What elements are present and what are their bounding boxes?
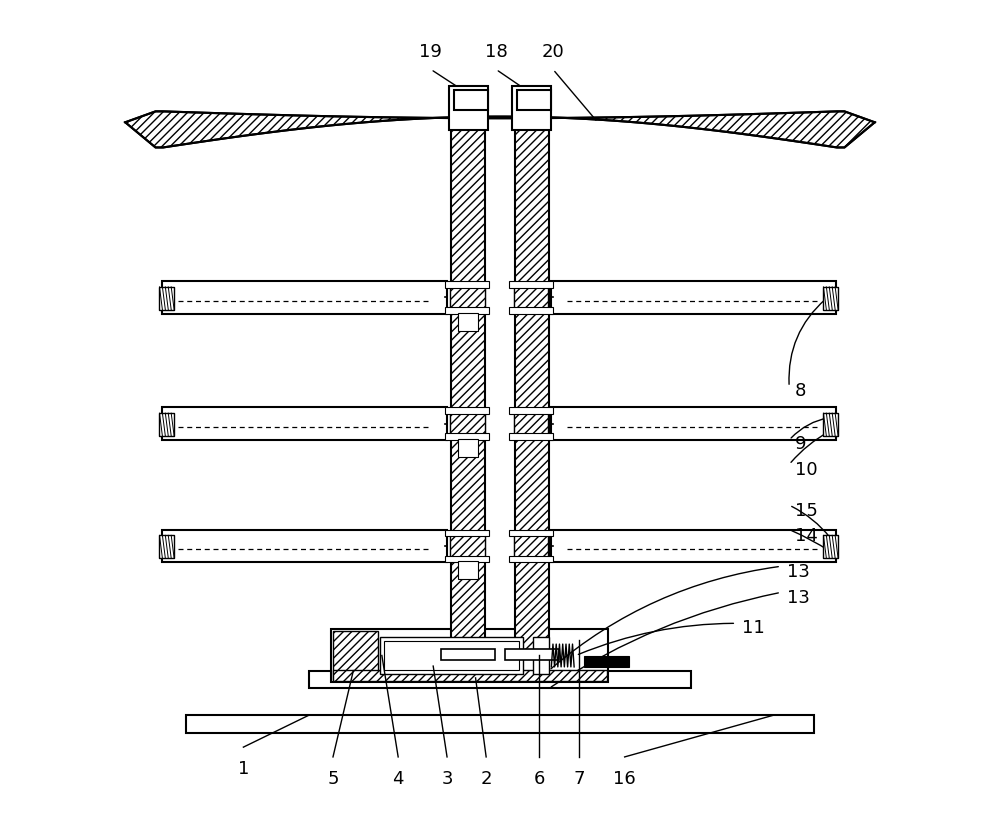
Bar	[509, 407, 553, 414]
Bar	[331, 629, 608, 682]
Text: 8: 8	[795, 382, 806, 400]
Bar	[509, 556, 553, 562]
Bar	[445, 281, 489, 288]
Text: 14: 14	[795, 528, 818, 545]
Bar	[551, 530, 836, 562]
Text: 15: 15	[795, 502, 818, 520]
Bar	[186, 715, 814, 733]
Bar	[505, 649, 559, 660]
Bar	[515, 123, 549, 652]
Text: 18: 18	[485, 43, 507, 61]
Bar	[445, 434, 489, 440]
Text: 1: 1	[238, 760, 249, 779]
Text: 5: 5	[327, 770, 339, 788]
Polygon shape	[125, 111, 875, 147]
Bar	[162, 530, 447, 562]
Bar	[509, 434, 553, 440]
Bar	[450, 532, 485, 559]
Bar	[380, 637, 523, 674]
Text: 11: 11	[742, 619, 765, 637]
Bar	[823, 535, 838, 558]
Bar	[384, 641, 519, 670]
Bar	[509, 307, 553, 314]
Bar	[450, 285, 485, 310]
Bar	[445, 556, 489, 562]
Bar	[441, 649, 495, 660]
Bar	[514, 532, 548, 559]
Bar	[449, 86, 488, 130]
Bar	[445, 407, 489, 414]
Text: 20: 20	[542, 43, 564, 61]
Bar	[451, 123, 485, 652]
Bar	[533, 637, 549, 674]
Bar	[517, 90, 551, 110]
Bar	[823, 413, 838, 436]
Bar	[509, 530, 553, 536]
Bar	[159, 287, 174, 309]
Bar	[445, 307, 489, 314]
Bar	[333, 630, 378, 681]
Bar	[333, 670, 607, 681]
Bar	[159, 413, 174, 436]
Text: 6: 6	[533, 770, 545, 788]
Bar	[162, 281, 447, 314]
Bar	[159, 535, 174, 558]
Bar	[551, 407, 836, 440]
Bar	[309, 671, 691, 689]
Text: 19: 19	[419, 43, 442, 61]
Text: 2: 2	[480, 770, 492, 788]
Bar	[514, 411, 548, 437]
Bar	[458, 313, 478, 331]
Bar	[514, 285, 548, 310]
Text: 13: 13	[787, 563, 810, 581]
Text: 7: 7	[573, 770, 585, 788]
Bar	[458, 561, 478, 579]
Bar	[162, 407, 447, 440]
Text: 13: 13	[787, 589, 810, 607]
Text: 16: 16	[613, 770, 636, 788]
Bar	[512, 86, 551, 130]
Bar	[454, 90, 488, 110]
Text: 4: 4	[392, 770, 404, 788]
Text: 9: 9	[795, 435, 806, 453]
Bar	[823, 287, 838, 309]
Bar	[458, 439, 478, 457]
Bar	[509, 281, 553, 288]
Text: 10: 10	[795, 461, 818, 479]
Bar	[584, 656, 629, 667]
Bar	[445, 530, 489, 536]
Text: 3: 3	[441, 770, 453, 788]
Bar	[450, 411, 485, 437]
Bar	[551, 281, 836, 314]
